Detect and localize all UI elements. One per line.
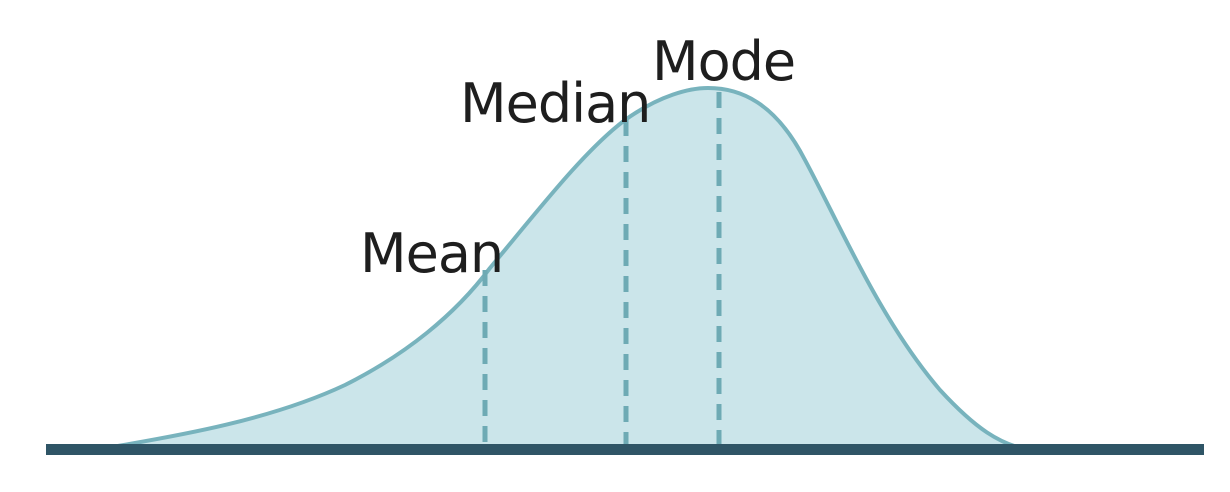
mode-label: Mode (652, 30, 795, 93)
distribution-area (95, 88, 1030, 450)
mean-label: Mean (360, 222, 503, 285)
median-label: Median (460, 72, 650, 135)
distribution-curve (94, 85, 1031, 452)
baseline (46, 444, 1204, 455)
